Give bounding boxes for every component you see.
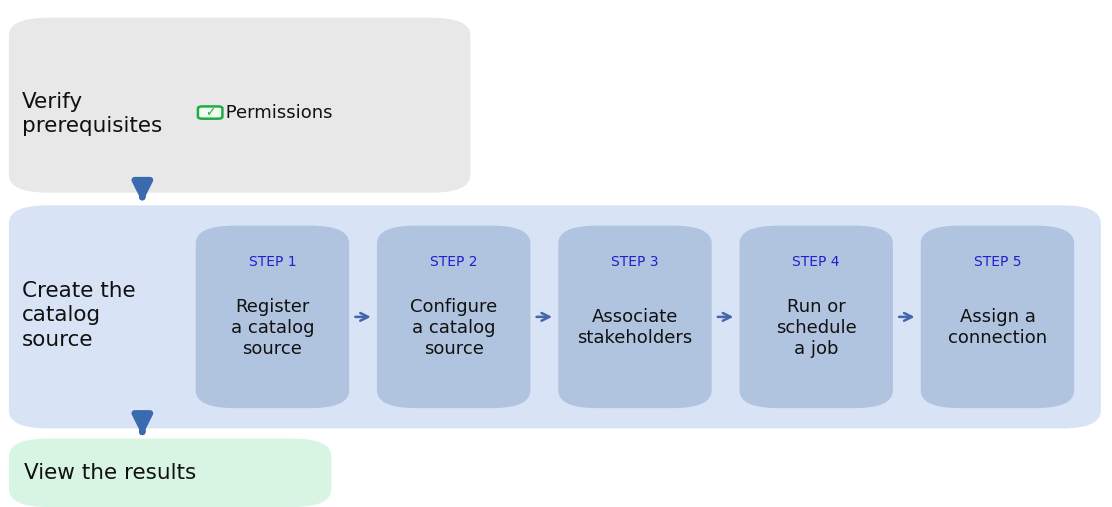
- Text: Configure
a catalog
source: Configure a catalog source: [410, 298, 497, 357]
- FancyBboxPatch shape: [377, 226, 530, 408]
- Text: Assign a
connection: Assign a connection: [947, 308, 1048, 347]
- Text: Run or
schedule
a job: Run or schedule a job: [776, 298, 856, 357]
- Text: View the results: View the results: [24, 462, 197, 483]
- FancyBboxPatch shape: [558, 226, 712, 408]
- Text: Verify
prerequisites: Verify prerequisites: [22, 92, 162, 136]
- FancyBboxPatch shape: [196, 226, 349, 408]
- Text: ✓: ✓: [205, 106, 216, 119]
- Text: STEP 3: STEP 3: [612, 255, 658, 269]
- Text: STEP 4: STEP 4: [793, 255, 840, 269]
- Text: STEP 5: STEP 5: [974, 255, 1021, 269]
- Text: STEP 2: STEP 2: [430, 255, 477, 269]
- FancyBboxPatch shape: [9, 439, 331, 507]
- Text: Permissions: Permissions: [220, 103, 332, 122]
- FancyBboxPatch shape: [9, 205, 1101, 428]
- FancyBboxPatch shape: [739, 226, 893, 408]
- FancyBboxPatch shape: [198, 106, 222, 119]
- Text: STEP 1: STEP 1: [249, 255, 296, 269]
- Text: Associate
stakeholders: Associate stakeholders: [577, 308, 693, 347]
- FancyBboxPatch shape: [9, 18, 470, 193]
- FancyBboxPatch shape: [921, 226, 1074, 408]
- Text: Register
a catalog
source: Register a catalog source: [230, 298, 315, 357]
- Text: Create the
catalog
source: Create the catalog source: [22, 280, 136, 350]
